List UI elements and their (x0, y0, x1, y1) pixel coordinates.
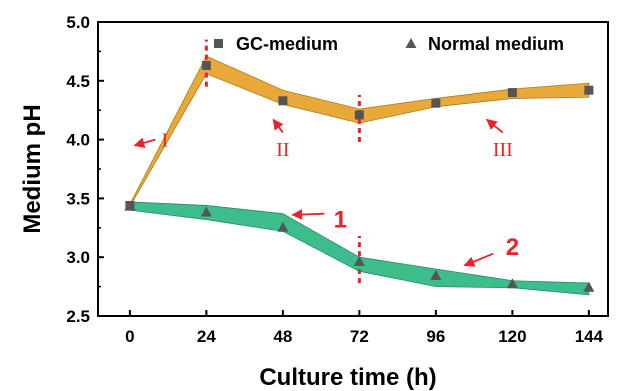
annotation-label-4: 1 (334, 207, 347, 234)
y-tick-label: 4.5 (66, 72, 90, 91)
marker-normal-0 (124, 200, 136, 211)
plot-bands (129, 55, 590, 296)
y-axis-title: Medium pH (19, 104, 46, 233)
y-ticks: 2.5 3.0 3.5 4.0 4.5 5.0 (66, 13, 104, 326)
marker-normal-24 (200, 206, 212, 217)
x-axis-title: Culture time (h) (259, 364, 436, 391)
legend-marker-gc (214, 39, 223, 48)
y-tick-label: 4.0 (66, 131, 90, 150)
marker-normal-120 (506, 278, 518, 289)
annotation-arrow-3 (486, 118, 504, 134)
annotation-arrow-2 (272, 118, 284, 134)
annotation-label-5: 2 (506, 234, 519, 261)
divider-lines (204, 39, 361, 284)
annotation-arrow-5 (463, 252, 494, 267)
marker-normal-72 (353, 255, 365, 266)
marker-gc-120 (507, 88, 517, 98)
x-tick-label: 96 (426, 327, 445, 346)
marker-normal-48 (277, 221, 289, 232)
plot-frame (97, 21, 609, 317)
band-series-1 (129, 55, 590, 209)
band-series-2 (129, 201, 590, 296)
y-tick-label: 5.0 (66, 13, 90, 32)
marker-normal-96 (430, 270, 442, 281)
marker-gc-144 (584, 85, 594, 95)
y-tick-label: 3.5 (66, 189, 90, 208)
legend-label-normal: Normal medium (428, 34, 564, 54)
annotation-label-2: II (276, 139, 289, 161)
annotation-arrows (133, 118, 504, 267)
x-tick-label: 0 (125, 327, 134, 346)
marker-gc-48 (278, 96, 288, 106)
marker-gc-24 (201, 61, 211, 71)
marker-gc-96 (431, 98, 441, 108)
data-markers (124, 61, 595, 292)
annotation-arrow-1 (133, 137, 156, 149)
annotation-label-1: I (162, 130, 169, 152)
annotation-arrow-4 (291, 209, 325, 220)
legend: GC-medium Normal medium (214, 34, 564, 54)
x-tick-label: 24 (197, 327, 216, 346)
x-tick-label: 120 (498, 327, 526, 346)
legend-label-gc: GC-medium (236, 34, 338, 54)
y-tick-label: 2.5 (66, 307, 90, 326)
legend-marker-normal (405, 38, 417, 48)
x-tick-label: 72 (350, 327, 369, 346)
annotation-label-3: III (493, 139, 513, 161)
x-tick-label: 144 (575, 327, 604, 346)
marker-normal-144 (583, 281, 595, 292)
x-ticks: 0 24 48 72 96 120 144 (125, 310, 604, 346)
x-tick-label: 48 (273, 327, 292, 346)
marker-gc-72 (354, 110, 364, 120)
y-tick-label: 3.0 (66, 248, 90, 267)
plot-border (97, 21, 609, 317)
